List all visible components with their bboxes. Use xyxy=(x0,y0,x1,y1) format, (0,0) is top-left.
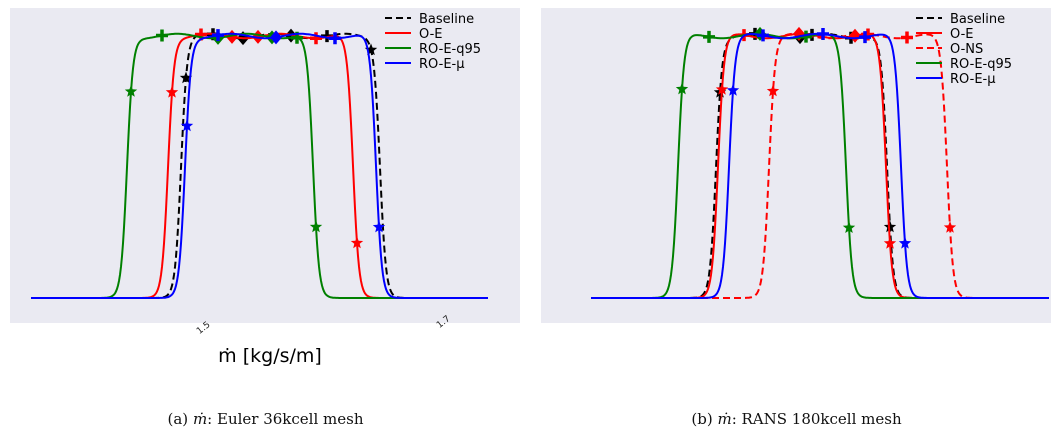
series-3-marker-0 xyxy=(675,82,689,95)
legend-label-4: RO-E-μ xyxy=(950,72,996,87)
series-3-marker-3 xyxy=(329,32,341,45)
caption-b-label: (b) xyxy=(691,410,713,428)
series-line-3 xyxy=(31,32,488,299)
caption-b-text: : RANS 180kcell mesh xyxy=(731,410,902,428)
series-1-marker-5 xyxy=(883,236,897,249)
legend-label-0: Baseline xyxy=(950,12,1005,27)
series-2-marker-1 xyxy=(901,31,913,44)
series-3-marker-4 xyxy=(372,220,386,233)
legend-label-2: O-NS xyxy=(950,42,983,57)
series-0-marker-5 xyxy=(883,220,897,233)
series-4-marker-0 xyxy=(726,83,740,96)
series-3-marker-1 xyxy=(703,30,715,43)
legend-label-2: RO-E-q95 xyxy=(419,42,481,57)
legend-label-1: O-E xyxy=(950,27,974,42)
series-1-marker-4 xyxy=(310,32,322,45)
series-4-marker-2 xyxy=(817,27,829,40)
panel-b: 1.51.7ṁ [kg/s/m]BaselineO-EO-NSRO-E-q95R… xyxy=(531,0,1062,432)
series-2-marker-1 xyxy=(156,29,168,42)
series-2-marker-0 xyxy=(766,84,780,97)
series-1-marker-5 xyxy=(350,236,364,249)
legend-label-3: RO-E-q95 xyxy=(950,57,1012,72)
caption-a-var: ṁ xyxy=(192,410,208,428)
x-axis-label: ṁ [kg/s/m] xyxy=(218,345,322,367)
series-2-marker-5 xyxy=(309,220,323,233)
series-line-2 xyxy=(591,32,1049,299)
legend-label-3: RO-E-μ xyxy=(419,57,465,72)
caption-b: (b) ṁ: RANS 180kcell mesh xyxy=(531,410,1062,428)
series-2-marker-0 xyxy=(124,85,138,97)
series-1-marker-0 xyxy=(165,85,179,98)
legend-label-0: Baseline xyxy=(419,12,474,27)
series-3-marker-4 xyxy=(842,221,856,233)
plot-background xyxy=(541,8,1051,323)
series-3-marker-1 xyxy=(212,29,224,42)
plot-background xyxy=(10,8,520,323)
caption-a: (a) ṁ: Euler 36kcell mesh xyxy=(0,410,531,428)
chart-b: 1.51.7ṁ [kg/s/m]BaselineO-EO-NSRO-E-q95R… xyxy=(541,8,1051,323)
series-1-marker-2 xyxy=(226,29,238,44)
series-0-marker-0 xyxy=(179,71,193,84)
series-1-marker-3 xyxy=(849,28,861,43)
caption-a-label: (a) xyxy=(167,410,189,428)
series-4-marker-1 xyxy=(757,29,769,42)
chart-a: 1.5 1.7ṁ [kg/s/m]BaselineO-ERO-E-q95RO-E-… xyxy=(10,8,520,367)
series-0-marker-5 xyxy=(364,43,378,56)
series-3-marker-2 xyxy=(270,30,282,45)
series-2-marker-2 xyxy=(943,221,957,233)
caption-b-var: ṁ xyxy=(717,410,732,428)
series-4-marker-3 xyxy=(859,31,871,44)
series-3-marker-0 xyxy=(180,119,194,132)
series-1-marker-0 xyxy=(715,83,729,95)
legend-label-1: O-E xyxy=(419,27,443,42)
panel-a: 1.5 1.7 ṁ [kg/s/m] Baseline O-E RO-E-q95 RO-E-… xyxy=(0,8,531,428)
series-4-marker-4 xyxy=(898,236,912,249)
caption-a-text: : Euler 36kcell mesh xyxy=(207,410,364,428)
